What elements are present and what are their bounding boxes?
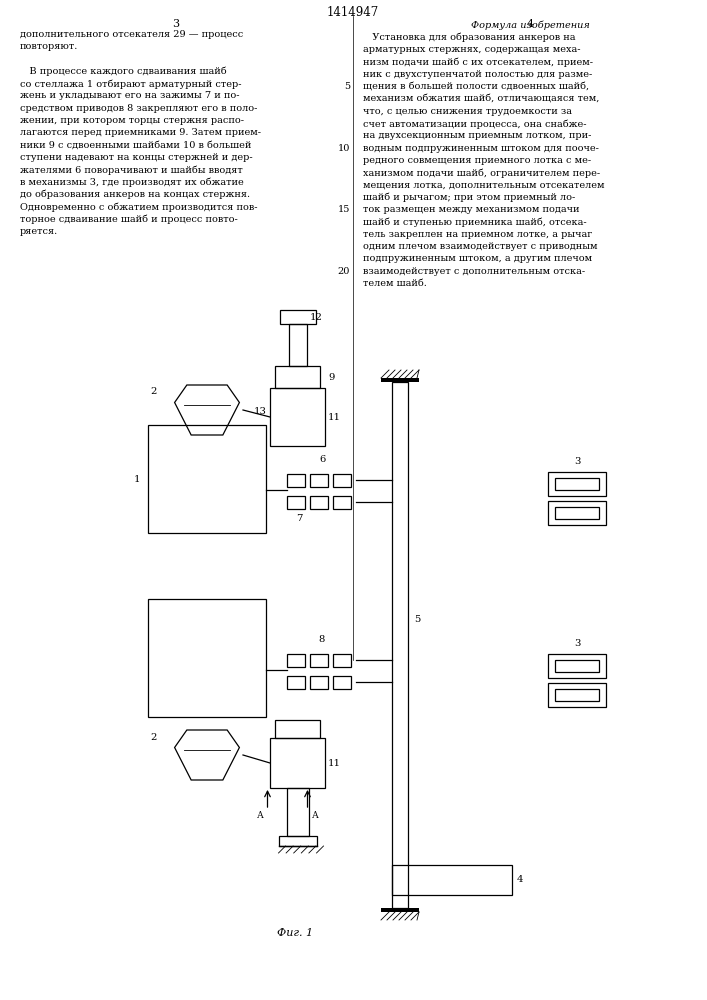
Bar: [555, 506, 599, 518]
Text: 3: 3: [173, 19, 180, 29]
Text: 2: 2: [151, 732, 157, 742]
Bar: [287, 474, 305, 487]
Text: тель закреплен на приемном лотке, а рычаг: тель закреплен на приемном лотке, а рыча…: [363, 230, 592, 239]
Text: ник с двухступенчатой полостью для разме-: ник с двухступенчатой полостью для разме…: [363, 70, 592, 79]
Text: шайб и рычагом; при этом приемный ло-: шайб и рычагом; при этом приемный ло-: [363, 193, 575, 202]
Text: телем шайб.: телем шайб.: [363, 279, 427, 288]
Text: 4: 4: [527, 19, 534, 29]
Bar: [548, 472, 606, 495]
Text: 5: 5: [414, 615, 421, 624]
Bar: [310, 654, 328, 666]
Bar: [279, 310, 315, 324]
Text: А: А: [312, 811, 318, 820]
Text: А: А: [257, 811, 264, 820]
Text: шайб и ступенью приемника шайб, отсека-: шайб и ступенью приемника шайб, отсека-: [363, 218, 587, 227]
Bar: [148, 425, 266, 533]
Text: что, с целью снижения трудоемкости за: что, с целью снижения трудоемкости за: [363, 107, 572, 116]
Text: 15: 15: [338, 205, 350, 214]
Text: Формула изобретения: Формула изобретения: [471, 21, 590, 30]
Text: 2: 2: [151, 387, 157, 396]
Bar: [333, 654, 351, 666]
Text: 20: 20: [338, 267, 350, 276]
Text: в механизмы 3, где производят их обжатие: в механизмы 3, где производят их обжатие: [20, 178, 244, 187]
Bar: [392, 382, 408, 908]
Bar: [270, 388, 325, 446]
Text: жень и укладывают его на зажимы 7 и по-: жень и укладывают его на зажимы 7 и по-: [20, 92, 240, 101]
Text: 12: 12: [310, 312, 322, 322]
Bar: [381, 378, 419, 382]
Text: 5: 5: [344, 82, 350, 91]
Bar: [555, 688, 599, 700]
Text: 7: 7: [296, 514, 302, 523]
Text: Фиг. 1: Фиг. 1: [277, 928, 313, 938]
Text: Одновременно с обжатием производится пов-: Одновременно с обжатием производится пов…: [20, 202, 257, 212]
Text: жении, при котором торцы стержня распо-: жении, при котором торцы стержня распо-: [20, 116, 244, 125]
Text: 1: 1: [134, 475, 140, 484]
Text: 13: 13: [254, 408, 267, 416]
Text: повторяют.: повторяют.: [20, 42, 78, 51]
Text: счет автоматизации процесса, она снабже-: счет автоматизации процесса, она снабже-: [363, 119, 587, 129]
Text: одним плечом взаимодействует с приводным: одним плечом взаимодействует с приводным: [363, 242, 597, 251]
Bar: [310, 474, 328, 487]
Bar: [275, 720, 320, 738]
Text: дополнительного отсекателя 29 — процесс: дополнительного отсекателя 29 — процесс: [20, 30, 243, 39]
Bar: [555, 660, 599, 672]
Text: средством приводов 8 закрепляют его в поло-: средством приводов 8 закрепляют его в по…: [20, 104, 257, 113]
Text: 11: 11: [328, 412, 341, 422]
Bar: [148, 599, 266, 717]
Text: 3: 3: [574, 457, 580, 466]
Bar: [275, 366, 320, 388]
Text: низм подачи шайб с их отсекателем, прием-: низм подачи шайб с их отсекателем, прием…: [363, 58, 593, 67]
Bar: [333, 495, 351, 508]
Bar: [288, 324, 307, 366]
Bar: [555, 478, 599, 489]
Bar: [310, 676, 328, 688]
Bar: [548, 500, 606, 524]
Text: 1414947: 1414947: [327, 6, 379, 19]
Bar: [548, 654, 606, 678]
Text: ханизмом подачи шайб, ограничителем пере-: ханизмом подачи шайб, ограничителем пере…: [363, 168, 600, 178]
Bar: [392, 865, 512, 895]
Text: 10: 10: [338, 144, 350, 153]
Bar: [270, 738, 325, 788]
Text: лагаются перед приемниками 9. Затем прием-: лагаются перед приемниками 9. Затем прие…: [20, 128, 261, 137]
Text: ток размещен между механизмом подачи: ток размещен между механизмом подачи: [363, 205, 580, 214]
Text: Установка для образования анкеров на: Установка для образования анкеров на: [363, 33, 575, 42]
Text: 8: 8: [319, 635, 325, 644]
Text: взаимодействует с дополнительным отска-: взаимодействует с дополнительным отска-: [363, 267, 585, 276]
Text: подпружиненным штоком, а другим плечом: подпружиненным штоком, а другим плечом: [363, 254, 592, 263]
Bar: [381, 908, 419, 912]
Bar: [333, 474, 351, 487]
Text: жателями 6 поворачивают и шайбы вводят: жателями 6 поворачивают и шайбы вводят: [20, 165, 243, 175]
Text: до образования анкеров на концах стержня.: до образования анкеров на концах стержня…: [20, 190, 250, 199]
Text: 3: 3: [574, 639, 580, 648]
Bar: [287, 676, 305, 688]
Text: 11: 11: [328, 758, 341, 768]
Text: со стеллажа 1 отбирают арматурный стер-: со стеллажа 1 отбирают арматурный стер-: [20, 79, 242, 89]
Bar: [286, 788, 308, 836]
Text: ряется.: ряется.: [20, 227, 58, 236]
Text: редного совмещения приемного лотка с ме-: редного совмещения приемного лотка с ме-: [363, 156, 591, 165]
Text: водным подпружиненным штоком для пооче-: водным подпружиненным штоком для пооче-: [363, 144, 599, 153]
Bar: [287, 654, 305, 666]
Text: 6: 6: [319, 455, 325, 464]
Text: механизм обжатия шайб, отличающаяся тем,: механизм обжатия шайб, отличающаяся тем,: [363, 95, 600, 104]
Text: ступени надевают на концы стержней и дер-: ступени надевают на концы стержней и дер…: [20, 153, 252, 162]
Bar: [279, 836, 317, 846]
Text: ники 9 с сдвоенными шайбами 10 в большей: ники 9 с сдвоенными шайбами 10 в большей: [20, 141, 252, 150]
Text: щения в большей полости сдвоенных шайб,: щения в большей полости сдвоенных шайб,: [363, 82, 589, 91]
Bar: [333, 676, 351, 688]
Text: 4: 4: [517, 876, 523, 884]
Text: торное сдваивание шайб и процесс повто-: торное сдваивание шайб и процесс повто-: [20, 215, 238, 224]
Bar: [287, 495, 305, 508]
Text: 9: 9: [328, 372, 334, 381]
Text: арматурных стержнях, содержащая меха-: арматурных стержнях, содержащая меха-: [363, 45, 580, 54]
Bar: [548, 682, 606, 706]
Text: на двухсекционным приемным лотком, при-: на двухсекционным приемным лотком, при-: [363, 131, 591, 140]
Text: мещения лотка, дополнительным отсекателем: мещения лотка, дополнительным отсекателе…: [363, 181, 604, 190]
Bar: [310, 495, 328, 508]
Text: В процессе каждого сдваивания шайб: В процессе каждого сдваивания шайб: [20, 67, 227, 76]
